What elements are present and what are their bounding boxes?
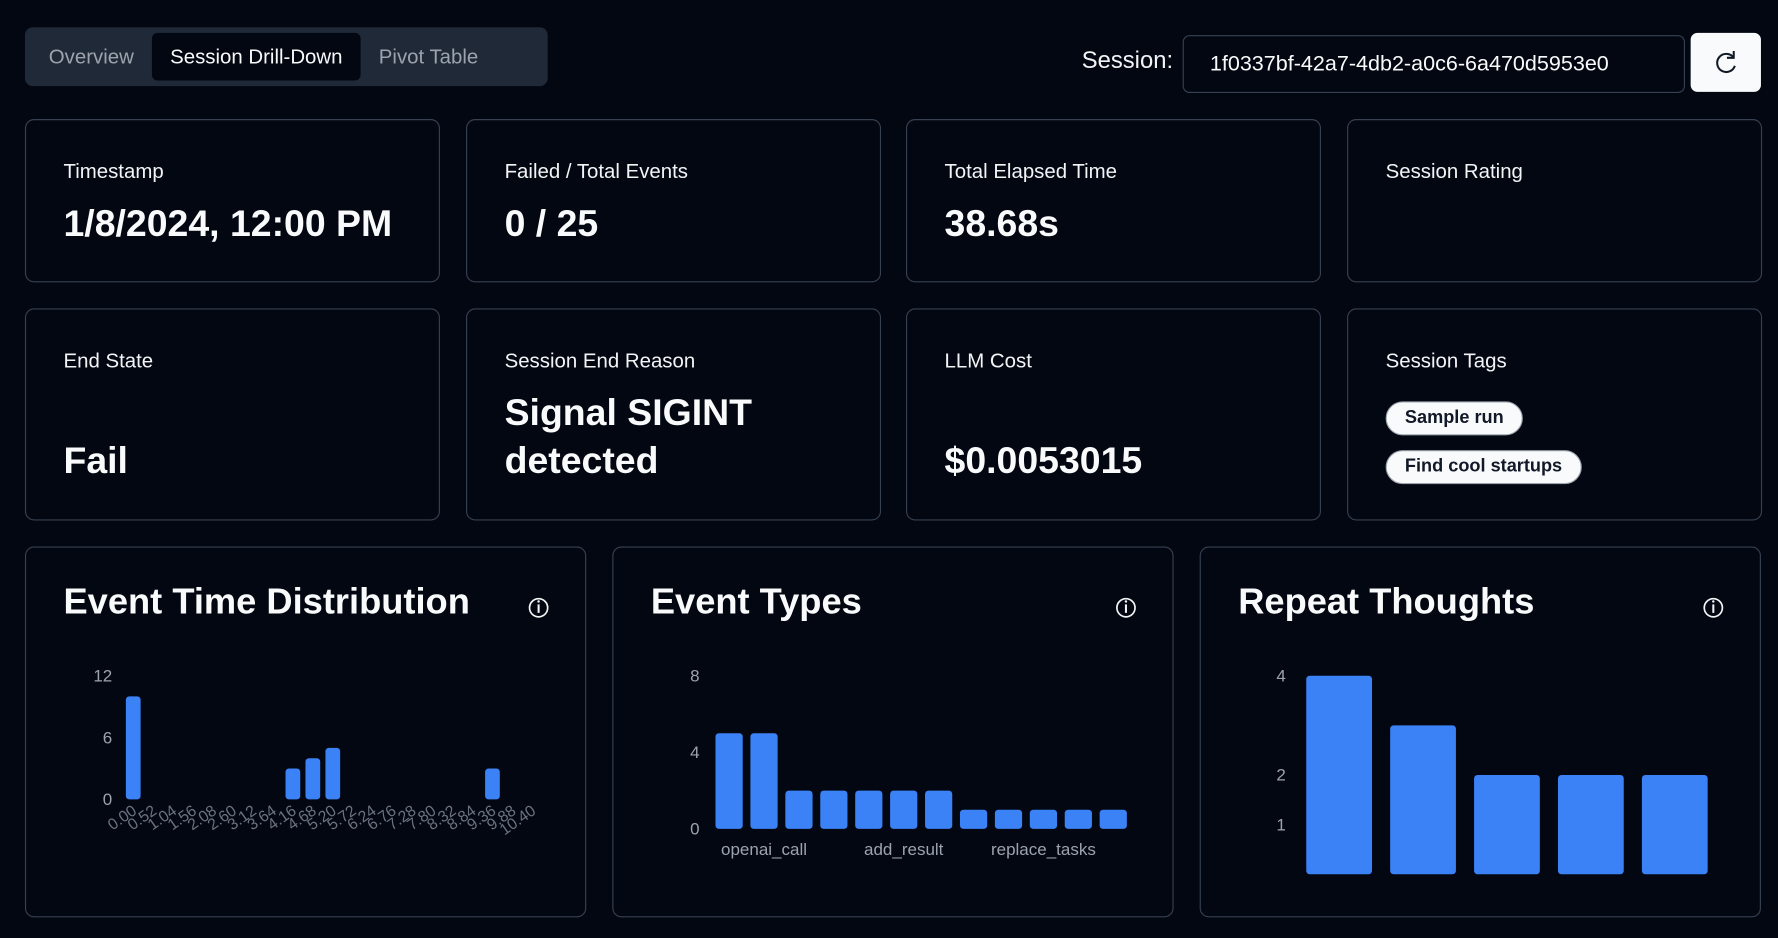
chart-title: Event Types [651, 580, 862, 621]
bar [1029, 809, 1058, 829]
card-value: $0.0053015 [944, 438, 1143, 481]
stat-card: Session End Reason Signal SIGINT detected [466, 308, 882, 521]
card-label: Timestamp [63, 159, 164, 183]
bar [715, 733, 743, 829]
bar [1641, 775, 1708, 875]
bar [485, 768, 500, 800]
bar [1306, 675, 1373, 875]
stat-card: Session Tags Sample run Find cool startups [1347, 308, 1763, 521]
chart: Repeat Thoughts 1 2 4 [1238, 580, 1724, 875]
stat-card: LLM Cost $0.0053015 [905, 308, 1321, 521]
y-tick-label: 4 [1276, 666, 1285, 685]
y-tick-label: 6 [103, 728, 112, 747]
stat-card: Total Elapsed Time 38.68s [905, 119, 1321, 283]
bar [855, 790, 883, 829]
stat-card: Timestamp 1/8/2024, 12:00 PM [24, 119, 440, 283]
info-circle [1703, 597, 1724, 618]
session-label: Session: [1081, 47, 1174, 74]
stat-card: Failed / Total Events 0 / 25 [466, 119, 882, 283]
card-label: Session Rating [1385, 159, 1523, 183]
y-tick-label: 4 [690, 743, 699, 762]
tab[interactable]: Session Drill-Down [151, 32, 361, 81]
refresh-button[interactable] [1690, 32, 1761, 92]
bar [1557, 775, 1624, 875]
card-value: Signal SIGINT detected [504, 391, 753, 481]
card-label: Failed / Total Events [504, 159, 689, 183]
bar [750, 733, 778, 829]
y-tick-label: 0 [690, 820, 699, 839]
y-tick-label: 2 [1276, 766, 1285, 785]
y-tick-label: 0 [103, 790, 112, 809]
card-value: 1/8/2024, 12:00 PM [63, 201, 393, 244]
chart-title: Repeat Thoughts [1238, 580, 1534, 621]
bar [285, 768, 301, 800]
info-dot [1712, 600, 1715, 603]
bar [1099, 809, 1127, 829]
card-label: Session Tags [1385, 349, 1507, 372]
info-circle [1116, 597, 1136, 618]
x-tick-label: openai_call [721, 840, 807, 859]
bar [959, 809, 988, 829]
info-dot [1124, 600, 1128, 603]
tab[interactable]: Pivot Table [378, 45, 479, 69]
bar [1474, 775, 1540, 875]
info-circle [528, 597, 549, 618]
session-input[interactable]: 1f0337bf-42a7-4db2-a0c6-6a470d5953e0 [1182, 35, 1685, 93]
tab-bar: Overview Session Drill-Down Pivot Table [24, 27, 548, 87]
stat-card: Session Rating [1347, 119, 1763, 283]
bar [1064, 809, 1092, 829]
bar [925, 790, 953, 829]
info-icon[interactable] [1116, 597, 1136, 618]
tag[interactable]: Sample run [1385, 401, 1523, 436]
chart-card: Event Time Distribution 0 6 12 0.00 0.52 1.04 1… [24, 546, 587, 918]
stat-card: End State Fail [24, 308, 440, 521]
refresh-icon [1716, 51, 1736, 74]
y-tick-label: 12 [93, 666, 112, 685]
chart: Event Time Distribution06120.000.521.041… [63, 580, 549, 839]
chart: Event Types 0 4 8 openai_call add_result repla… [651, 580, 1136, 859]
bar [1390, 725, 1456, 875]
chart-card: Event Types 0 4 8 openai_call add_result repla… [612, 546, 1174, 918]
tag[interactable]: Find cool startups [1385, 450, 1582, 485]
chart-title: Event Time Distribution [63, 580, 469, 621]
y-tick-label: 8 [690, 666, 699, 685]
card-label: End State [63, 349, 154, 372]
chart-card: Repeat Thoughts 1 2 4 [1199, 546, 1761, 918]
card-label: Total Elapsed Time [944, 159, 1117, 183]
y-tick-label: 1 [1276, 815, 1285, 834]
bar [785, 790, 813, 829]
bar [125, 696, 141, 800]
x-tick-label: replace_tasks [991, 840, 1096, 859]
info-dot [537, 600, 540, 603]
card-label: Session End Reason [504, 349, 696, 372]
card-value: 0 / 25 [504, 201, 599, 244]
tab[interactable]: Overview [48, 45, 134, 69]
info-icon[interactable] [1703, 597, 1724, 618]
x-tick-label: add_result [864, 840, 944, 859]
bar [890, 790, 918, 829]
bar [820, 790, 848, 829]
card-value: 38.68s [944, 201, 1059, 244]
card-label: LLM Cost [944, 349, 1032, 372]
card-value: Fail [63, 438, 128, 481]
bar [305, 758, 321, 800]
info-icon[interactable] [528, 597, 549, 618]
bar [325, 747, 341, 800]
bar [994, 809, 1023, 829]
